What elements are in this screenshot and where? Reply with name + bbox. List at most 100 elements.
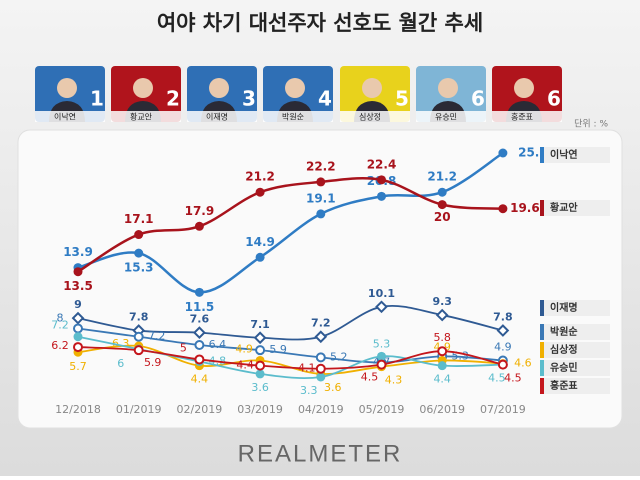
card-name: 황교안	[130, 112, 153, 122]
data-label: 10.1	[368, 287, 395, 300]
marker	[73, 323, 83, 334]
marker	[316, 372, 326, 382]
series-line	[77, 327, 503, 364]
marker	[71, 311, 85, 325]
data-label: 7.8	[129, 311, 149, 324]
marker	[437, 200, 447, 210]
marker	[194, 340, 205, 350]
name-strip	[416, 111, 486, 122]
marker	[437, 187, 447, 197]
card-rank: 3	[242, 87, 256, 111]
data-label: 4.9	[235, 342, 253, 355]
data-label: 3.3	[300, 384, 318, 397]
data-label: 5.9	[269, 343, 287, 356]
legend-label: 유승민	[550, 361, 578, 374]
legend-swatch	[540, 360, 544, 376]
data-label: 5	[180, 341, 187, 354]
marker	[377, 351, 386, 361]
legend-bg	[540, 360, 610, 376]
data-label: 17.9	[185, 204, 215, 218]
card-name: 심상정	[359, 112, 381, 122]
data-label: 6	[117, 357, 124, 370]
marker	[437, 346, 448, 357]
data-label: 6.2	[51, 339, 69, 352]
data-label: 4.6	[514, 357, 532, 370]
marker	[437, 361, 447, 371]
card-name: 이낙연	[54, 112, 76, 122]
data-label: 4.9	[494, 340, 512, 353]
legend-bg	[540, 200, 610, 216]
data-label: 4.1	[298, 362, 316, 375]
data-label: 4.4	[191, 373, 209, 386]
card-rank: 6	[547, 87, 561, 111]
x-tick-label: 07/2019	[480, 403, 526, 416]
card-rank: 1	[90, 87, 104, 111]
card-name: 이재명	[206, 112, 228, 122]
marker	[134, 248, 144, 258]
x-tick-label: 01/2019	[116, 403, 162, 416]
data-label: 8	[57, 311, 64, 324]
plot-panel	[17, 129, 623, 429]
data-label: 22.4	[367, 157, 397, 171]
marker	[435, 308, 449, 322]
legend-label: 황교안	[550, 201, 578, 214]
marker	[73, 267, 83, 277]
legend-swatch	[540, 300, 544, 316]
legend-label: 이낙연	[550, 148, 578, 161]
marker	[315, 363, 326, 374]
marker	[73, 342, 83, 353]
card-name: 홍준표	[511, 112, 533, 122]
portrait-head	[514, 78, 534, 98]
data-label: 21.2	[427, 170, 457, 184]
legend-label: 박원순	[550, 325, 578, 338]
data-label: 5.2	[330, 350, 348, 363]
data-label: 7.2	[148, 330, 166, 343]
data-label: 20	[434, 210, 451, 224]
series-line	[77, 305, 504, 341]
card-name: 박원순	[282, 112, 304, 122]
marker	[255, 369, 265, 379]
data-label: 4.4	[433, 373, 451, 386]
portrait-head	[438, 78, 458, 98]
legend-bg	[540, 342, 610, 358]
x-tick-label: 02/2019	[177, 403, 223, 416]
unit-label: 단위 : %	[574, 119, 608, 130]
portrait-head	[209, 78, 229, 98]
x-tick-label: 12/2018	[55, 403, 101, 416]
marker	[253, 331, 267, 345]
marker	[377, 175, 386, 185]
marker	[377, 191, 386, 201]
marker	[73, 332, 83, 342]
marker	[316, 177, 326, 187]
data-label: 4.4	[236, 359, 254, 372]
data-label: 11.5	[185, 300, 215, 314]
card-rank: 4	[318, 87, 332, 111]
card-rank: 6	[471, 87, 485, 111]
marker	[498, 148, 508, 158]
legend-label: 이재명	[550, 301, 578, 314]
data-label: 7.2	[311, 317, 331, 330]
legend-swatch	[540, 342, 544, 358]
name-strip	[340, 111, 410, 122]
data-label: 4.5	[361, 371, 379, 384]
legend-bg	[540, 324, 610, 340]
data-label: 17.1	[124, 212, 154, 226]
data-label: 9.3	[432, 295, 452, 308]
chart-title: 여야 차기 대선주자 선호도 월간 추세	[157, 11, 483, 35]
name-strip	[187, 111, 257, 122]
marker	[314, 330, 328, 344]
x-tick-label: 05/2019	[359, 403, 405, 416]
marker	[194, 221, 204, 231]
name-strip	[35, 111, 105, 122]
marker	[255, 360, 266, 371]
marker	[255, 345, 266, 356]
data-label: 3.6	[251, 381, 269, 394]
card-rank: 5	[395, 87, 409, 111]
data-label: 21.2	[245, 170, 275, 184]
data-label: 14.9	[245, 235, 275, 249]
data-label: 19.1	[306, 191, 336, 205]
marker	[133, 331, 144, 342]
data-label: 13.9	[63, 245, 93, 259]
data-label: 19.6	[510, 201, 540, 215]
